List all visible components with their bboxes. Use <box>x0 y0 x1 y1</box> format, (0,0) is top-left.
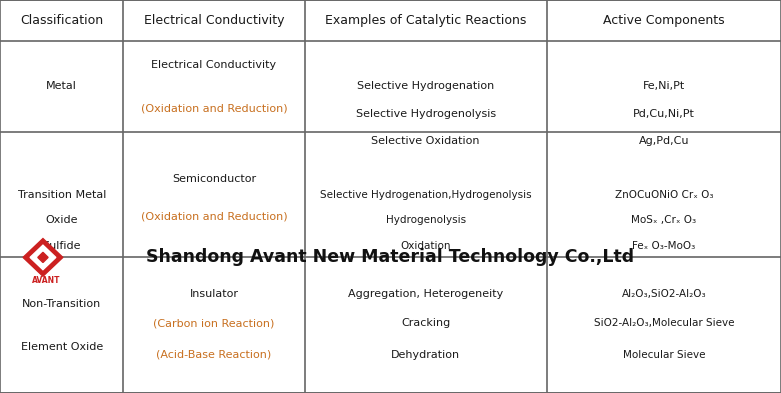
Text: Hydrogenolysis: Hydrogenolysis <box>386 215 465 225</box>
Text: Transition Metal: Transition Metal <box>17 189 106 200</box>
Text: (Oxidation and Reduction): (Oxidation and Reduction) <box>141 103 287 113</box>
Text: (Oxidation and Reduction): (Oxidation and Reduction) <box>141 211 287 221</box>
Text: Dehydration: Dehydration <box>391 350 460 360</box>
Text: Electrical Conductivity: Electrical Conductivity <box>152 60 276 70</box>
Text: AVANT: AVANT <box>33 277 61 285</box>
Text: Feₓ O₃-MoO₃: Feₓ O₃-MoO₃ <box>633 241 695 251</box>
Text: (Acid-Base Reaction): (Acid-Base Reaction) <box>156 350 272 360</box>
Text: Shandong Avant New Material Technology Co.,Ltd: Shandong Avant New Material Technology C… <box>147 248 634 266</box>
Text: Ag,Pd,Cu: Ag,Pd,Cu <box>639 136 689 147</box>
Polygon shape <box>37 252 48 263</box>
Text: Selective Hydrogenation: Selective Hydrogenation <box>357 81 494 92</box>
Text: Al₂O₃,SiO2-Al₂O₃: Al₂O₃,SiO2-Al₂O₃ <box>622 289 706 299</box>
Text: Element Oxide: Element Oxide <box>20 342 103 352</box>
Polygon shape <box>30 245 56 270</box>
Text: Aggregation, Heterogeneity: Aggregation, Heterogeneity <box>348 289 503 299</box>
Text: Pd,Cu,Ni,Pt: Pd,Cu,Ni,Pt <box>633 109 695 119</box>
Text: Selective Hydrogenation,Hydrogenolysis: Selective Hydrogenation,Hydrogenolysis <box>320 189 531 200</box>
Text: Oxidation: Oxidation <box>401 241 451 251</box>
Text: Selective Hydrogenolysis: Selective Hydrogenolysis <box>355 109 496 119</box>
Text: Classification: Classification <box>20 14 103 27</box>
Text: Oxide: Oxide <box>45 215 78 225</box>
Text: SiO2-Al₂O₃,Molecular Sieve: SiO2-Al₂O₃,Molecular Sieve <box>594 318 734 328</box>
Text: Cracking: Cracking <box>401 318 451 328</box>
Text: ZnOCuONiO Crₓ O₃: ZnOCuONiO Crₓ O₃ <box>615 189 713 200</box>
Text: Semiconductor: Semiconductor <box>172 174 256 184</box>
Text: MoSₓ ,Crₓ O₃: MoSₓ ,Crₓ O₃ <box>631 215 697 225</box>
Text: Selective Oxidation: Selective Oxidation <box>372 136 480 147</box>
Text: Metal: Metal <box>46 81 77 92</box>
Text: Sulfide: Sulfide <box>42 241 81 251</box>
Text: Fe,Ni,Pt: Fe,Ni,Pt <box>643 81 685 92</box>
Text: Insulator: Insulator <box>190 289 238 299</box>
Text: Electrical Conductivity: Electrical Conductivity <box>144 14 284 27</box>
Text: Active Components: Active Components <box>603 14 725 27</box>
Text: Molecular Sieve: Molecular Sieve <box>622 350 705 360</box>
Text: Non-Transition: Non-Transition <box>22 299 102 309</box>
Text: Examples of Catalytic Reactions: Examples of Catalytic Reactions <box>325 14 526 27</box>
Text: (Carbon ion Reaction): (Carbon ion Reaction) <box>153 318 275 328</box>
Polygon shape <box>23 239 62 276</box>
